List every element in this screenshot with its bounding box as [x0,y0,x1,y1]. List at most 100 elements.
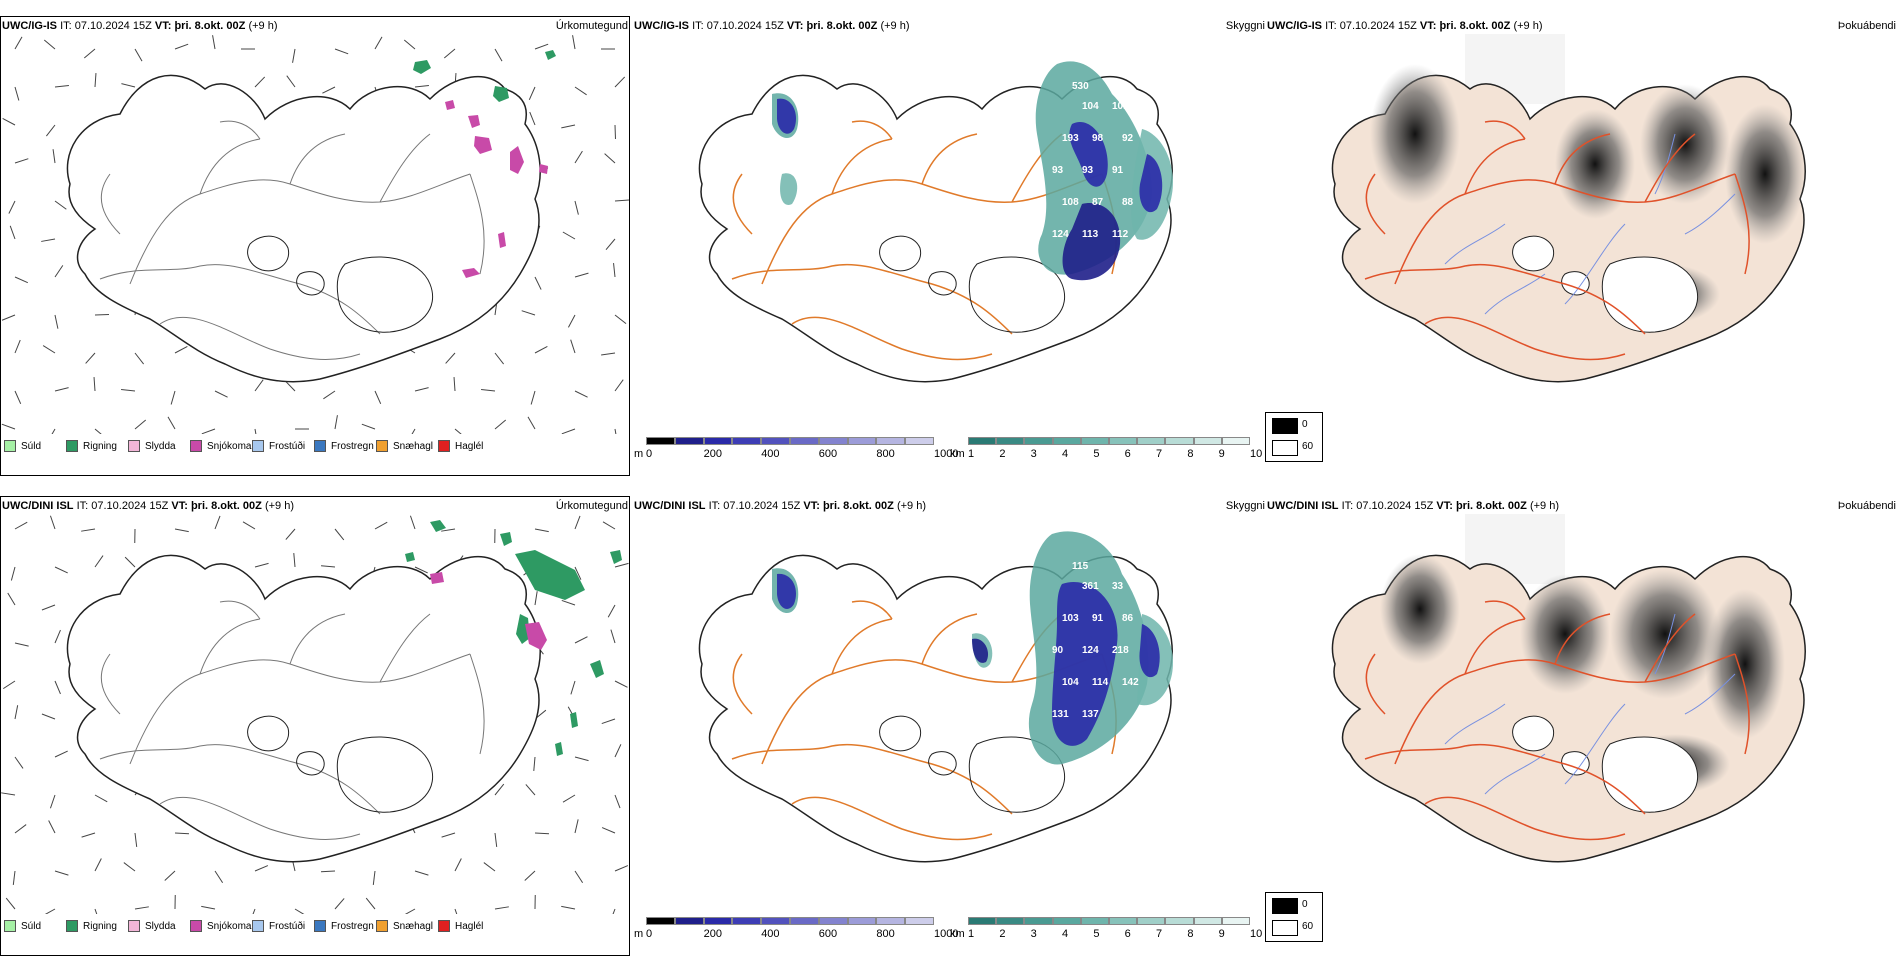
fog-legend-black-label: 0 [1302,899,1308,910]
wind-barb [321,871,335,872]
precip-legend-swatch [4,920,16,932]
precip-legend-item: Rigning [66,440,128,452]
colorbar-tick-label: 6 [1125,448,1131,460]
wind-barb [81,529,95,531]
colorbar-segment [1109,437,1137,445]
wind-barb [602,828,615,833]
fog-indicator-panel: UWC/DINI ISL IT: 07.10.2024 15Z VT: þri.… [1265,492,1900,962]
wind-barb [11,567,15,581]
wind-barb [561,125,575,128]
wind-barb [175,529,189,532]
wind-barb [535,277,541,290]
vt-label: VT: [787,20,804,32]
wind-barb [528,417,535,429]
precip-legend-label: Haglél [455,921,483,932]
panel-title: Þokuábendi [1838,500,1896,512]
colorbar-segment [790,917,819,925]
wind-barb [322,87,335,93]
wind-barb [375,391,381,404]
panel-header: UWC/IG-IS IT: 07.10.2024 15Z VT: þri. 8.… [634,20,909,32]
colorbar-segment [704,437,733,445]
colorbar-segment [790,437,819,445]
colorbar-tick-label: 4 [1062,448,1068,460]
wind-barb [255,563,269,567]
fog-legend: 0 60 [1265,412,1323,462]
colorbar-segment [1194,437,1222,445]
colorbar-tick-label: 400 [761,448,779,460]
wind-barb [323,391,335,399]
fog-map [1265,514,1895,914]
wind-barb [535,591,537,605]
wind-barb [575,87,587,95]
rain-area [413,60,431,74]
precip-legend-label: Slydda [145,921,176,932]
wind-barb [530,112,535,125]
wind-barb [446,353,455,363]
ceiling-label: 33 [1112,581,1124,592]
vt-label: VT: [155,20,172,32]
wind-barb [135,420,146,429]
wind-barb [15,705,18,719]
colorbar-segment [968,437,996,445]
vt-value: þri. 8.okt. 00Z [1439,20,1510,32]
wind-barb [213,35,215,49]
wind-barb [171,391,175,404]
it-label: IT: [77,500,89,512]
wind-barb [535,44,548,49]
colorbar-segment [1222,437,1250,445]
wind-barb [55,315,58,329]
ceiling-label: 124 [1082,645,1099,656]
colorbar-segment [704,917,733,925]
colorbar-segment [732,437,761,445]
colorbar-segment [996,437,1024,445]
colorbar-segment [1081,437,1109,445]
model-name: UWC/IG-IS [1267,20,1322,32]
wind-barb [455,909,460,914]
ceiling-label: 93 [1082,165,1094,176]
it-value: 07.10.2024 15Z [75,20,152,32]
wind-barb [410,516,415,529]
ceiling-label: 93 [1052,165,1064,176]
panel-header: UWC/DINI ISL IT: 07.10.2024 15Z VT: þri.… [634,500,926,512]
wind-barb [53,149,55,163]
wind-barb [602,719,615,724]
colorbar-tick-label: 10 [1250,448,1262,460]
rain-area [545,50,556,60]
precip-legend-swatch [66,440,78,452]
ceiling-label: 114 [1092,677,1109,688]
fog-legend: 0 60 [1265,892,1323,942]
precip-legend-swatch [252,440,264,452]
model-name: UWC/DINI ISL [634,500,706,512]
colorbar-tick-label: 800 [876,448,894,460]
wind-barb [48,429,55,434]
ceiling-label: 91 [1112,165,1124,176]
wind-barb [55,630,60,643]
wind-barb [15,825,26,833]
precip-legend-item: Snjókoma [190,920,252,932]
colorbar-segment [1109,917,1137,925]
fog-legend-white-label: 60 [1302,441,1313,452]
colorbar-tick-label: 3 [1031,448,1037,460]
colorbar-tick-label: 0 [646,928,652,940]
fog-legend-white-label: 60 [1302,921,1313,932]
wind-barb [86,353,95,363]
wind-barb [255,866,268,871]
fog-legend-white-swatch [1272,440,1298,456]
wind-barb [575,273,588,277]
colorbar-segment [848,917,877,925]
wind-barb [571,681,575,694]
ceiling-label: 193 [1062,133,1079,144]
wind-barb [215,516,220,529]
wind-barb [49,821,55,833]
wind-barb [535,833,549,834]
colorbar-tick-label: 8 [1187,928,1193,940]
wind-barb [2,315,15,320]
precip-legend-label: Rigning [83,921,117,932]
vt-label: VT: [803,500,820,512]
wind-barb [615,380,623,391]
lead-time: (+9 h) [265,500,294,512]
wind-barb [575,819,578,833]
precip-legend-label: Snæhagl [393,441,433,452]
